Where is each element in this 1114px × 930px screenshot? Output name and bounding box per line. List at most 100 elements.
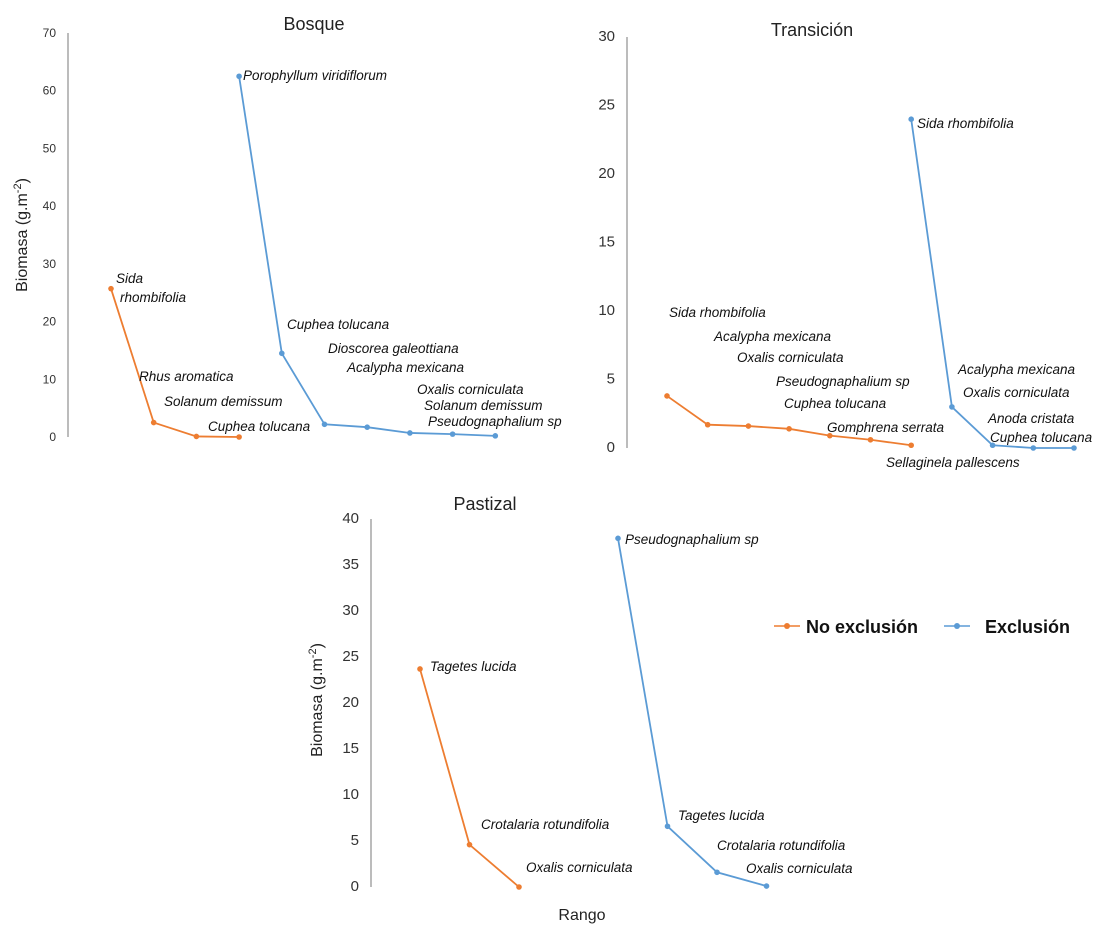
chart-title: Bosque [283,14,344,34]
point-label: Oxalis corniculata [737,350,844,365]
point-label: Anoda cristata [987,411,1075,426]
y-tick-label: 20 [598,165,615,182]
data-point [615,535,621,542]
point-label: Gomphrena serrata [827,420,945,435]
data-point [492,433,499,439]
point-label: Porophyllum viridiflorum [243,68,387,83]
y-tick-label: 0 [351,878,359,895]
data-point [108,285,114,292]
point-label: Pseudognaphalium sp [428,414,562,429]
point-label: rhombifolia [120,290,187,305]
y-tick-label: 20 [43,315,57,329]
y-tick-label: 40 [342,510,359,527]
legend-label-exclusion: Exclusión [985,617,1070,637]
panel-transicion: Transición 0 5 10 15 20 25 30 Sida rhombifolia… [598,20,1092,470]
data-point [664,823,671,830]
point-label: Acalypha mexicana [346,360,465,375]
series-group [108,73,499,440]
point-label: Pseudognaphalium sp [625,532,759,547]
point-label: Sida rhombifolia [669,305,766,320]
chart-title: Transición [771,20,853,40]
legend-marker-exclusion [954,623,960,629]
y-tick-label: 30 [598,28,615,45]
y-tick-label: 30 [342,602,359,619]
y-tick-label: 70 [43,26,57,40]
point-label: Crotalaria rotundifolia [717,838,846,853]
panel-bosque: Bosque 0 10 20 30 40 50 60 70 Sida rhombifolia Rh… [12,14,562,444]
point-label: Oxalis corniculata [417,382,524,397]
y-tick-label: 60 [43,84,57,98]
point-label: Acalypha mexicana [713,329,832,344]
point-label: Solanum demissum [424,398,543,413]
point-label: Cuphea tolucana [287,317,390,332]
point-label: Tagetes lucida [430,659,517,674]
y-tick-label: 10 [43,372,57,386]
point-labels: Tagetes lucida Crotalaria rotundifolia Oxa… [430,532,853,876]
data-point [664,393,670,399]
y-tick-labels: 0 5 10 15 20 25 30 [598,28,615,456]
point-label: Oxalis corniculata [746,861,853,876]
point-label: Rhus aromatica [139,369,234,384]
data-point [321,421,328,428]
data-point [989,442,996,449]
data-point [279,350,285,357]
series-line-exclusion [617,538,767,887]
point-label: Oxalis corniculata [526,860,633,875]
data-point [867,436,874,443]
point-label: Crotalaria rotundifolia [481,817,610,832]
y-tick-label: 35 [342,556,359,573]
data-point [949,404,955,410]
point-labels: Sida rhombifolia Rhus aromatica Solanum dem… [116,68,562,434]
y-tick-label: 25 [598,97,615,114]
point-label: Acalypha mexicana [957,362,1076,377]
legend-marker-no-exclusion [784,623,790,629]
data-point [908,116,914,122]
data-point [714,869,720,876]
y-tick-labels: 0 10 20 30 40 50 60 70 [43,26,57,444]
data-point [236,73,242,80]
legend-label-no-exclusion: No exclusión [806,617,918,637]
data-point [786,426,792,432]
y-tick-label: 50 [43,141,57,155]
series-group [664,116,1077,451]
data-point [449,431,456,437]
data-point [236,434,242,440]
y-tick-label: 5 [351,832,359,849]
y-tick-label: 25 [342,648,359,665]
data-point [908,442,914,449]
point-label: Tagetes lucida [678,808,765,823]
y-tick-labels: 0 5 10 15 20 25 30 35 40 [342,510,359,895]
data-point [407,430,413,436]
data-point [193,433,200,440]
y-tick-label: 10 [342,786,359,803]
data-point [763,883,770,889]
chart-title: Pastizal [453,494,516,514]
y-tick-label: 0 [49,430,56,444]
x-axis-label: Rango [558,907,605,924]
y-tick-label: 0 [607,439,615,456]
point-label: Cuphea tolucana [208,419,311,434]
data-point [150,419,157,426]
point-label: Sellaginela pallescens [886,455,1020,470]
series-group [417,535,770,890]
data-point [704,421,711,428]
legend: No exclusión Exclusión [774,617,1070,637]
data-point [1030,445,1037,451]
series-line-no-exclusion [110,288,240,438]
point-label: Pseudognaphalium sp [776,374,910,389]
data-point [1071,445,1077,451]
y-axis-label: Biomasa (g.m-2) [307,643,326,757]
data-point [466,841,473,848]
point-label: Solanum demissum [164,394,283,409]
data-point [417,666,423,672]
y-tick-label: 40 [43,199,57,213]
point-label: Sida [116,271,144,286]
point-labels: Sida rhombifolia Acalypha mexicana Oxalis … [669,116,1093,470]
point-label: Cuphea tolucana [784,396,887,411]
y-tick-label: 20 [342,694,359,711]
data-point [745,423,752,429]
y-tick-label: 10 [598,302,615,319]
point-label: Cuphea tolucana [990,430,1093,445]
series-line-no-exclusion [419,668,520,888]
